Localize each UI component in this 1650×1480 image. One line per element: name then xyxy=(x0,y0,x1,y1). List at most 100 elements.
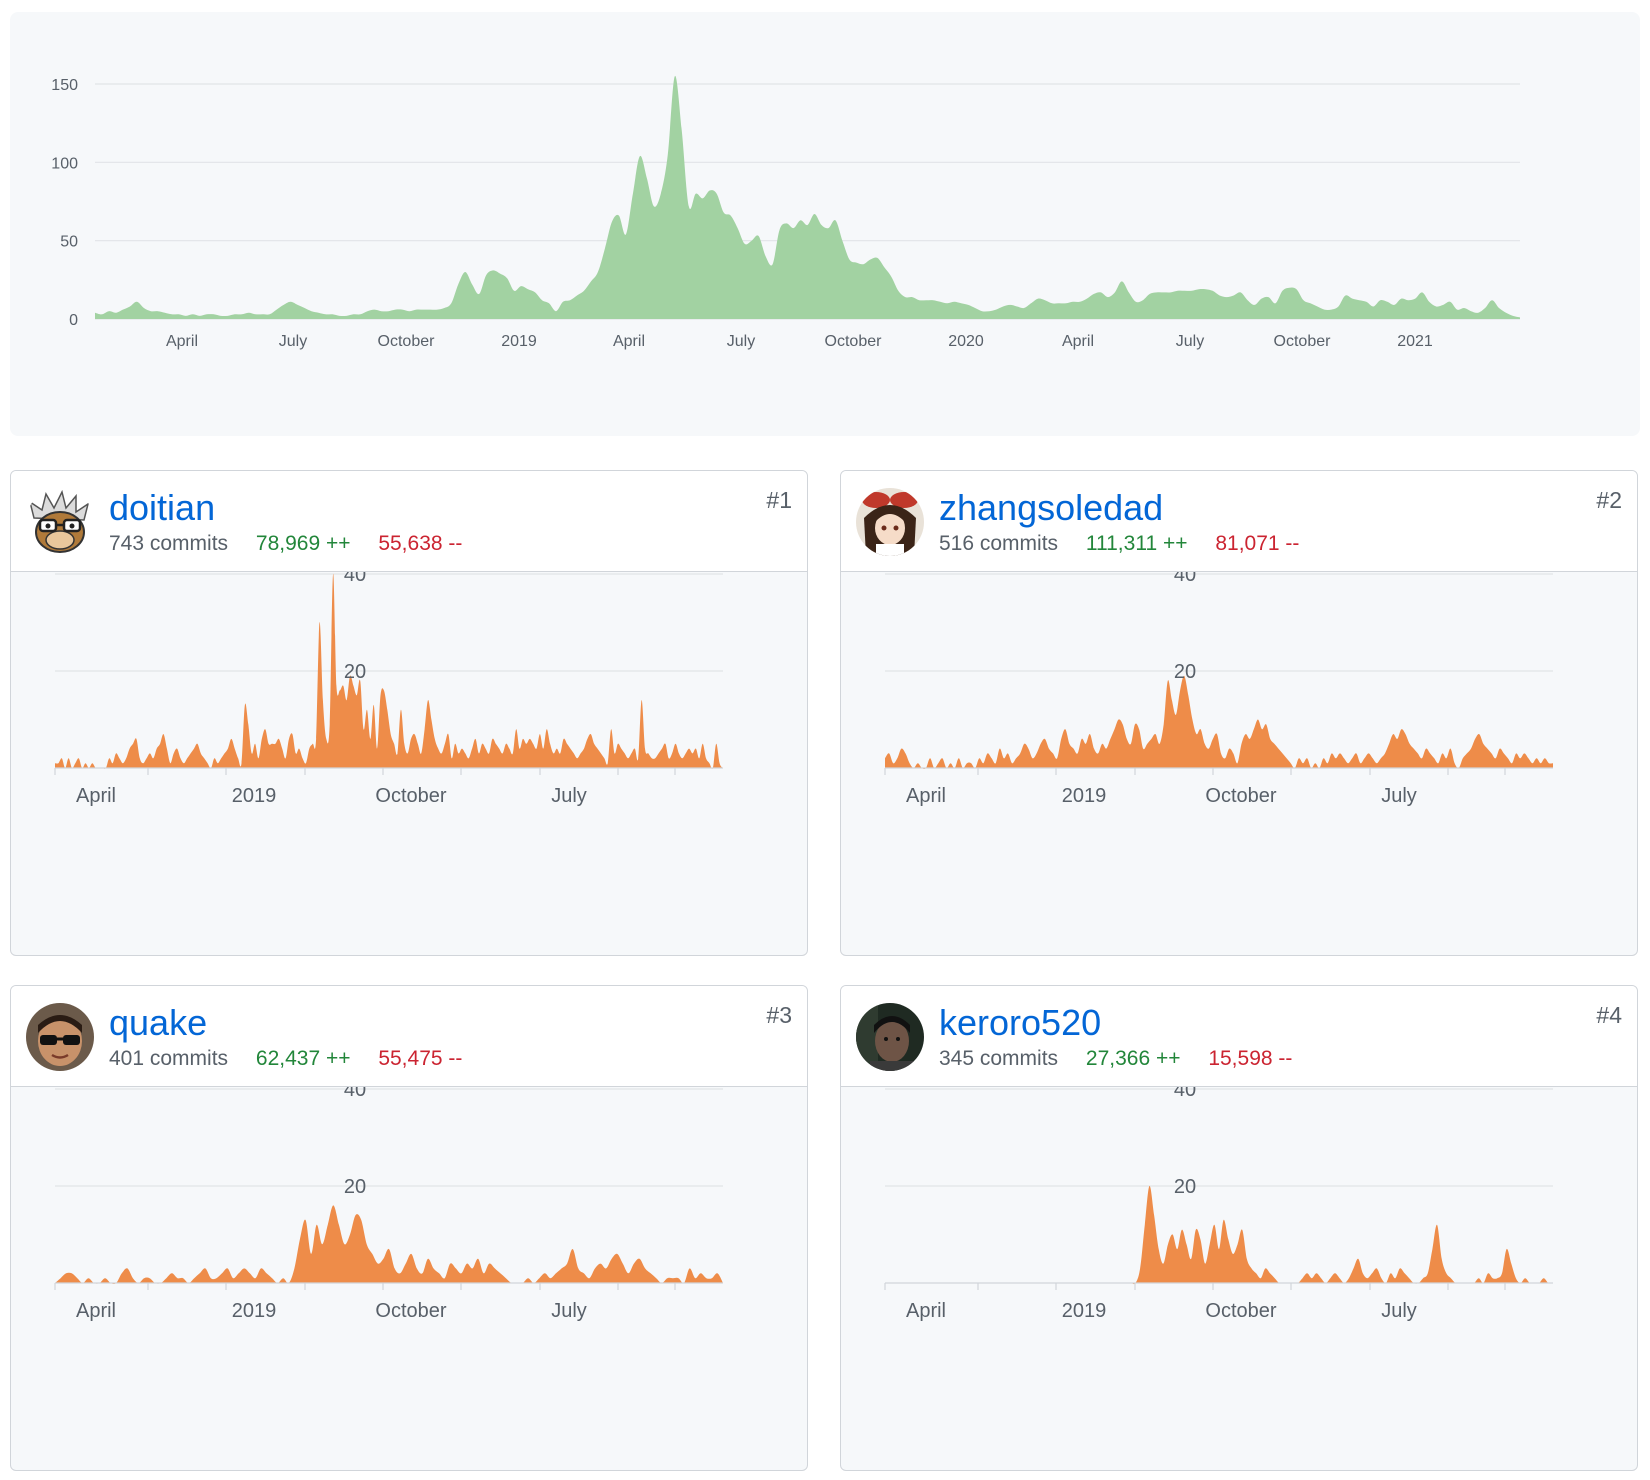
contributor-commits-area xyxy=(885,1185,1553,1285)
contributor-commits-area xyxy=(55,573,723,769)
dark-photo-avatar xyxy=(856,1003,924,1071)
mouth-shape xyxy=(45,530,75,550)
x-tick-label: 2021 xyxy=(1397,333,1433,350)
x-tick-label: 2019 xyxy=(1062,785,1107,807)
y-tick-label: 100 xyxy=(51,155,78,172)
additions-count: 27,366 ++ xyxy=(1085,1047,1181,1070)
avatar[interactable] xyxy=(26,1003,94,1071)
y-tick-label: 20 xyxy=(344,1176,366,1198)
contributor-commits-chart: 20 40 April 2019 October July xyxy=(54,1087,723,1322)
contributor-card: keroro520 345 commits 27,366 ++ 15,598 -… xyxy=(840,985,1638,1471)
contributor-card-header: doitian 743 commits 78,969 ++ 55,638 -- … xyxy=(11,471,807,572)
contributor-stats: 516 commits 111,311 ++ 81,071 -- xyxy=(939,531,1299,557)
x-tick-label: October xyxy=(825,333,883,350)
contributor-card: zhangsoledad 516 commits 111,311 ++ 81,0… xyxy=(840,470,1638,956)
commits-over-time-chart: 0 50 100 150 April July October 2019 April July Oc… xyxy=(10,12,1640,436)
background-panel xyxy=(856,1003,878,1071)
x-tick-label: April xyxy=(906,785,946,807)
sunglasses-left xyxy=(40,1035,57,1045)
contributor-commits-chart: 20 40 April 2019 October July xyxy=(54,572,723,807)
eye-left xyxy=(45,523,51,529)
x-tick-label: April xyxy=(76,1300,116,1322)
x-tick-label: July xyxy=(1176,333,1204,350)
contributor-commits-chart: 20 40 April 2019 October July xyxy=(884,1087,1553,1322)
contributor-card-header: zhangsoledad 516 commits 111,311 ++ 81,0… xyxy=(841,471,1637,572)
y-tick-label: 150 xyxy=(51,77,78,94)
contributor-username[interactable]: zhangsoledad xyxy=(939,487,1164,528)
x-tick-label: 2019 xyxy=(232,785,277,807)
deletions-count: 55,638 -- xyxy=(378,532,463,555)
face-shape xyxy=(38,1016,82,1066)
x-tick-label: October xyxy=(375,785,446,807)
y-tick-label: 0 xyxy=(69,312,78,329)
contributor-stats: 743 commits 78,969 ++ 55,638 -- xyxy=(109,531,462,557)
x-tick-label: April xyxy=(613,333,645,350)
x-tick-label: 2020 xyxy=(948,333,984,350)
deletions-count: 55,475 -- xyxy=(378,1047,463,1070)
contributor-username[interactable]: quake xyxy=(109,1002,208,1043)
monkey-avatar xyxy=(26,488,94,556)
y-tick-label: 20 xyxy=(1174,1176,1196,1198)
y-tick-label: 40 xyxy=(1174,1087,1196,1101)
contributor-card-header: quake 401 commits 62,437 ++ 55,475 -- #3 xyxy=(11,986,807,1087)
contributor-rank: #1 xyxy=(766,487,792,513)
y-tick-label: 40 xyxy=(344,572,366,586)
hair-shape xyxy=(874,1016,910,1033)
ribbon-right xyxy=(890,492,918,508)
contributor-rank: #2 xyxy=(1596,487,1622,513)
x-tick-label: April xyxy=(166,333,198,350)
x-tick-label: April xyxy=(1062,333,1094,350)
mouth-shape xyxy=(51,1053,69,1059)
sunglasses-kid-avatar xyxy=(26,1003,94,1071)
contributor-card: quake 401 commits 62,437 ++ 55,475 -- #3… xyxy=(10,985,808,1471)
x-tick-label: July xyxy=(1381,1300,1417,1322)
additions-count: 78,969 ++ xyxy=(255,532,351,555)
y-tick-label: 20 xyxy=(344,661,366,683)
eye-right xyxy=(893,525,899,531)
x-tick-label: 2019 xyxy=(501,333,537,350)
x-tick-label: 2019 xyxy=(1062,1300,1107,1322)
avatar[interactable] xyxy=(26,488,94,556)
face-shape xyxy=(875,1020,909,1062)
x-tick-label: 2019 xyxy=(232,1300,277,1322)
y-tick-label: 40 xyxy=(344,1087,366,1101)
shoulders-shape xyxy=(870,1061,914,1071)
contributor-rank: #3 xyxy=(766,1002,792,1028)
eye-left xyxy=(884,1037,888,1041)
x-tick-label: April xyxy=(76,785,116,807)
sunglasses-right xyxy=(63,1035,80,1045)
x-tick-label: July xyxy=(551,1300,587,1322)
contributor-username[interactable]: doitian xyxy=(109,487,216,528)
contributor-username[interactable]: keroro520 xyxy=(939,1002,1102,1043)
x-tick-label: October xyxy=(1274,333,1332,350)
contributor-card: doitian 743 commits 78,969 ++ 55,638 -- … xyxy=(10,470,808,956)
x-tick-label: July xyxy=(727,333,755,350)
contributor-commits-chart: 20 40 April 2019 October July xyxy=(884,572,1553,807)
x-tick-label: October xyxy=(378,333,436,350)
hair-shape xyxy=(28,489,90,521)
commit-count[interactable]: 516 commits xyxy=(939,532,1059,555)
eye-right xyxy=(896,1037,900,1041)
contributor-card-header: keroro520 345 commits 27,366 ++ 15,598 -… xyxy=(841,986,1637,1087)
x-tick-label: October xyxy=(375,1300,446,1322)
x-tick-label: July xyxy=(279,333,307,350)
hair-shape xyxy=(38,1015,82,1033)
deletions-count: 15,598 -- xyxy=(1208,1047,1293,1070)
eye-left xyxy=(881,525,887,531)
x-tick-label: July xyxy=(551,785,587,807)
commit-count[interactable]: 345 commits xyxy=(939,1047,1059,1070)
commit-count[interactable]: 401 commits xyxy=(109,1047,229,1070)
commit-count[interactable]: 743 commits xyxy=(109,532,229,555)
bangs-shape xyxy=(875,509,905,522)
ribbon-left xyxy=(862,492,890,508)
y-tick-label: 40 xyxy=(1174,572,1196,586)
contributor-commits-area xyxy=(55,1205,723,1284)
collar-shape xyxy=(876,544,904,556)
contributor-stats: 401 commits 62,437 ++ 55,475 -- xyxy=(109,1046,462,1072)
commits-area xyxy=(95,75,1520,319)
eye-right xyxy=(69,523,75,529)
avatar[interactable] xyxy=(856,1003,924,1071)
x-tick-label: July xyxy=(1381,785,1417,807)
commits-area-chart: 0 50 100 150 April July October 2019 April July Oc… xyxy=(51,75,1520,350)
avatar[interactable] xyxy=(856,488,924,556)
